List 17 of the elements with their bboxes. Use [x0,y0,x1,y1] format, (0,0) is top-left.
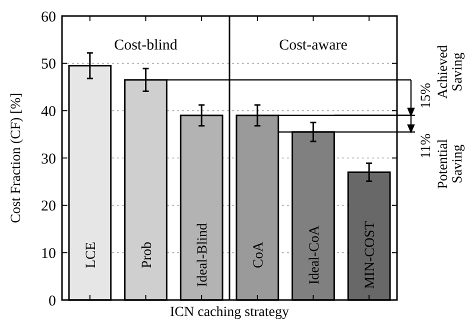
text: 15% [418,82,434,108]
x-tick-label: Ideal-Blind [196,223,211,287]
x-tick-label: Prob [140,242,155,268]
y-tick-label: 30 [41,151,56,168]
y-tick-label: 0 [48,293,56,310]
text: Achieved Saving [436,45,466,99]
y-tick-label: 20 [41,198,56,215]
y-tick-label: 40 [41,104,56,120]
x-tick-label: LCE [84,242,99,268]
y-tick-label: 50 [41,56,56,73]
y-axis-title: Cost Fraction (CF) [%] [9,92,24,224]
annotation: Cost-blind [114,37,178,54]
x-axis-title: ICN caching strategy [170,305,289,320]
text: Potential Saving [436,138,466,189]
y-tick-label: 60 [41,9,56,26]
text: 11% [418,133,434,159]
y-tick-label: 10 [41,246,56,262]
